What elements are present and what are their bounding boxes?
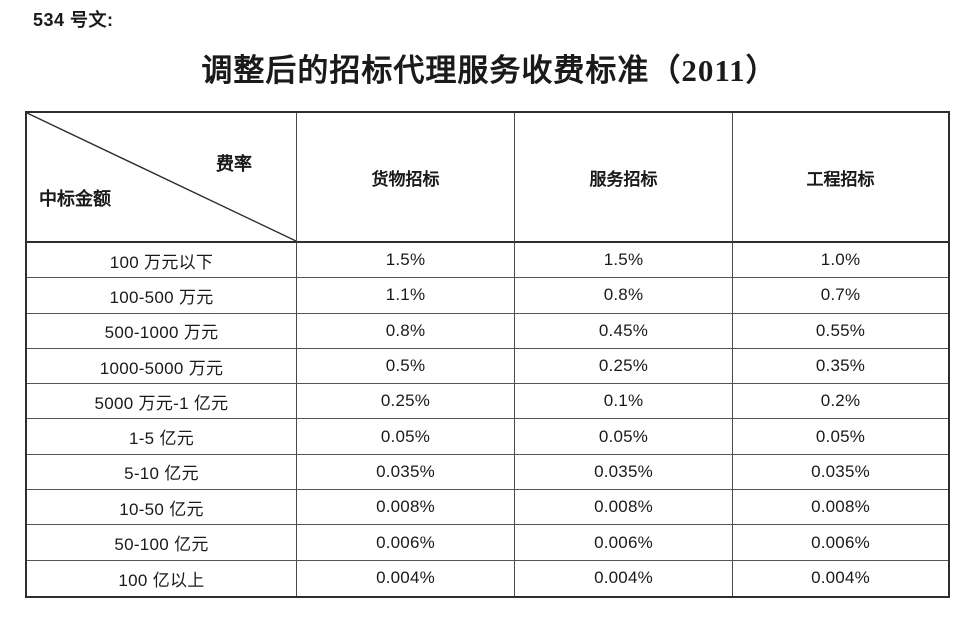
column-header-services: 服务招标 (515, 113, 733, 243)
row-label: 1000-5000 万元 (27, 348, 297, 385)
fee-value: 0.5% (297, 348, 515, 385)
fee-value: 0.2% (733, 384, 948, 420)
fee-value: 0.55% (733, 313, 948, 349)
page-title: 调整后的招标代理服务收费标准（2011） (201, 53, 778, 88)
row-label: 100-500 万元 (27, 278, 297, 314)
fee-value: 0.006% (515, 525, 733, 561)
row-label: 1-5 亿元 (27, 419, 297, 455)
column-header-goods: 货物招标 (297, 113, 515, 243)
corner-rate-label: 费率 (216, 154, 252, 174)
fee-value: 0.05% (733, 419, 948, 455)
fee-value: 0.8% (297, 313, 515, 349)
fee-value: 0.05% (515, 419, 733, 455)
fee-value: 0.008% (733, 490, 948, 526)
fee-value: 0.45% (515, 313, 733, 349)
fee-value: 0.006% (297, 525, 515, 561)
document-ref-label: 534 号文: (33, 10, 114, 30)
diagonal-divider-line (27, 113, 296, 241)
table-corner-cell: 费率 中标金额 (27, 113, 297, 243)
row-label: 5-10 亿元 (27, 454, 297, 491)
fee-value: 0.008% (515, 490, 733, 526)
fee-value: 0.7% (733, 278, 948, 314)
row-label: 100 亿以上 (27, 560, 297, 596)
row-label: 10-50 亿元 (27, 490, 297, 526)
fee-value: 0.006% (733, 525, 948, 561)
row-label: 5000 万元-1 亿元 (27, 384, 297, 420)
fee-value: 1.5% (515, 243, 733, 279)
fee-rate-table: 费率 中标金额 货物招标 服务招标 工程招标 100 万元以下 1.5% 1.5… (25, 111, 950, 598)
fee-value: 1.1% (297, 278, 515, 314)
fee-value: 0.25% (515, 348, 733, 385)
fee-value: 0.1% (515, 384, 733, 420)
row-label: 100 万元以下 (27, 243, 297, 279)
fee-value: 0.004% (515, 560, 733, 596)
fee-value: 0.05% (297, 419, 515, 455)
column-header-engineering: 工程招标 (733, 113, 948, 243)
fee-value: 0.035% (515, 454, 733, 491)
fee-value: 0.035% (733, 454, 948, 491)
corner-amount-label: 中标金额 (39, 189, 111, 209)
fee-value: 0.008% (297, 490, 515, 526)
fee-value: 1.5% (297, 243, 515, 279)
fee-value: 0.004% (297, 560, 515, 596)
row-label: 500-1000 万元 (27, 313, 297, 349)
fee-value: 0.035% (297, 454, 515, 491)
row-label: 50-100 亿元 (27, 525, 297, 561)
fee-value: 0.8% (515, 278, 733, 314)
fee-value: 0.25% (297, 384, 515, 420)
fee-value: 0.004% (733, 560, 948, 596)
fee-value: 1.0% (733, 243, 948, 279)
fee-value: 0.35% (733, 348, 948, 385)
